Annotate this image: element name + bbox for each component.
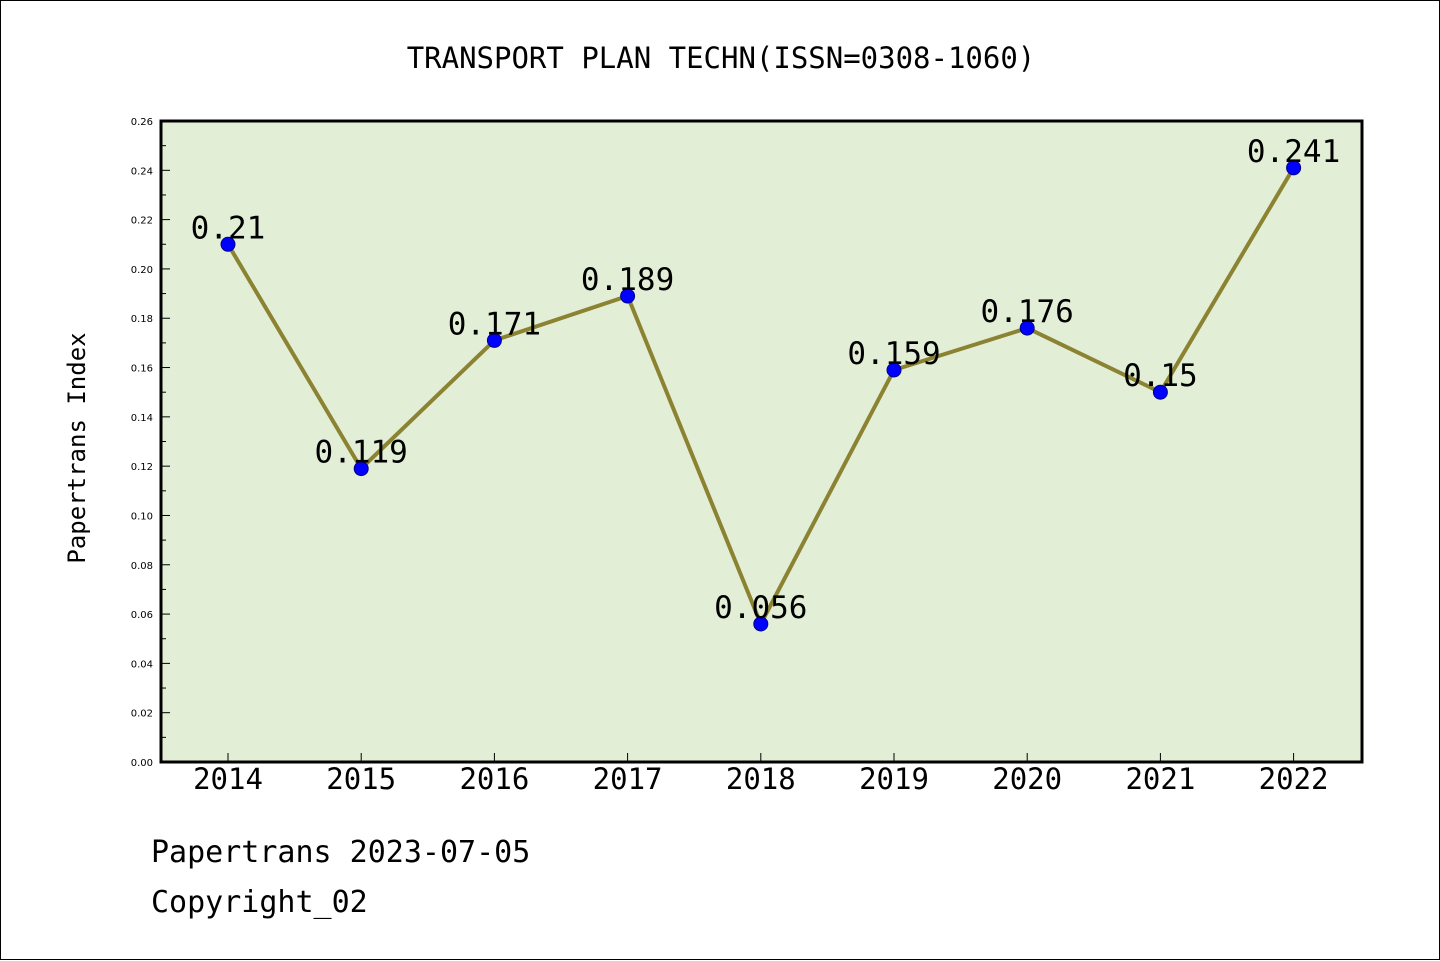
data-label: 0.241	[1247, 134, 1340, 170]
data-label: 0.15	[1123, 358, 1198, 394]
data-markers	[220, 160, 1302, 632]
x-tick-label: 2021	[1125, 762, 1195, 796]
data-label: 0.21	[191, 210, 266, 246]
x-tick-label: 2022	[1259, 762, 1329, 796]
x-tick-label: 2018	[726, 762, 796, 796]
x-tick-label: 2015	[326, 762, 396, 796]
x-tick-label: 2014	[193, 762, 263, 796]
data-label: 0.171	[448, 306, 541, 342]
y-tick-label: 0.02	[131, 709, 153, 720]
y-tick-label: 0.04	[131, 659, 153, 670]
y-tick-label: 0.26	[131, 117, 153, 128]
y-tick-label: 0.14	[131, 413, 153, 424]
y-tick-label: 0.10	[131, 511, 153, 522]
x-tick-label: 2016	[459, 762, 529, 796]
data-point-marker	[1152, 384, 1168, 400]
y-axis-ticks: 0.00 0.02 0.04 0.06 0.08 0.10 0.12 0.14 0.16 0.18…	[131, 117, 170, 769]
data-label: 0.176	[981, 294, 1074, 330]
x-axis-ticks: 2014 2015 2016 2017 2018 2019 2020 2021 2022	[193, 753, 1329, 796]
y-tick-label: 0.18	[131, 314, 153, 325]
x-tick-label: 2019	[859, 762, 929, 796]
data-label: 0.159	[847, 336, 940, 372]
data-point-marker	[353, 461, 369, 477]
chart-title: TRANSPORT PLAN TECHN(ISSN=0308-1060)	[407, 41, 1036, 75]
data-point-marker	[486, 332, 502, 348]
data-label: 0.056	[714, 590, 807, 626]
data-label: 0.119	[315, 435, 408, 471]
footer-copyright: Copyright_02	[151, 885, 368, 920]
y-tick-label: 0.20	[131, 265, 153, 276]
y-tick-label: 0.06	[131, 610, 153, 621]
y-tick-label: 0.00	[131, 758, 153, 769]
x-tick-label: 2020	[992, 762, 1062, 796]
data-point-marker	[753, 616, 769, 632]
data-point-marker	[220, 236, 236, 252]
plot-area	[159, 119, 1364, 764]
data-point-marker	[1019, 320, 1035, 336]
y-tick-label: 0.22	[131, 216, 153, 227]
footer-date: Papertrans 2023-07-05	[151, 835, 531, 870]
y-tick-label: 0.24	[131, 166, 153, 177]
data-point-marker	[886, 362, 902, 378]
data-labels: 0.21 0.119 0.171 0.189 0.056 0.159 0.176 0.15 0.…	[191, 134, 1341, 626]
y-tick-label: 0.12	[131, 462, 153, 473]
data-point-marker	[620, 288, 636, 304]
y-tick-label: 0.16	[131, 364, 153, 375]
y-axis-label: Papertrans Index	[63, 332, 91, 563]
data-point-marker	[1286, 160, 1302, 176]
x-tick-label: 2017	[593, 762, 663, 796]
y-tick-label: 0.08	[131, 561, 153, 572]
data-label: 0.189	[581, 262, 674, 298]
